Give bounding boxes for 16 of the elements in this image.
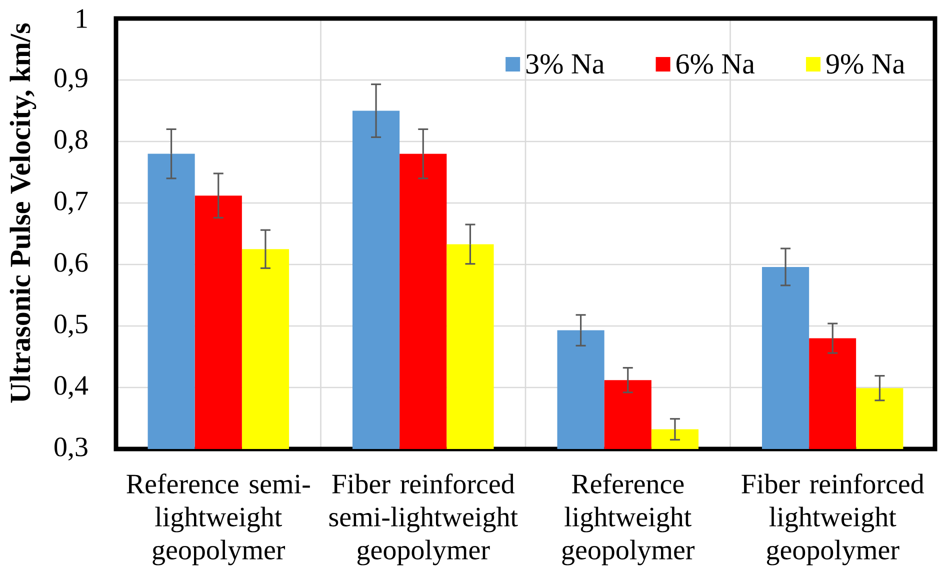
y-tick-label: 0,6 [54, 253, 88, 276]
legend-label: 6% Na [676, 54, 755, 74]
y-tick-label: 0,7 [54, 192, 88, 214]
y-tick-label: 1 [76, 9, 87, 28]
y-tick-label: 0,9 [54, 68, 88, 92]
x-tick-label: Reference lightweight geopolymer [562, 474, 695, 566]
y-tick-label: 0,3 [54, 438, 88, 460]
y-tick-label: 0,8 [54, 130, 88, 153]
y-axis-title: Ultrasonic Pulse Velocity, km/s [10, 23, 36, 403]
y-tick-label: 0,5 [54, 314, 88, 338]
x-tick-label: Fiber reinforced lightweight geopolymer [742, 474, 924, 566]
x-tick-label: Reference semi-lightweight geopolymer [126, 474, 310, 566]
x-tick-label: Fiber reinforced semi-lightweight geopolymer [329, 474, 518, 566]
legend-label: 3% Na [526, 54, 604, 74]
legend-label: 9% Na [826, 54, 905, 74]
y-tick-label: 0,4 [54, 376, 88, 399]
